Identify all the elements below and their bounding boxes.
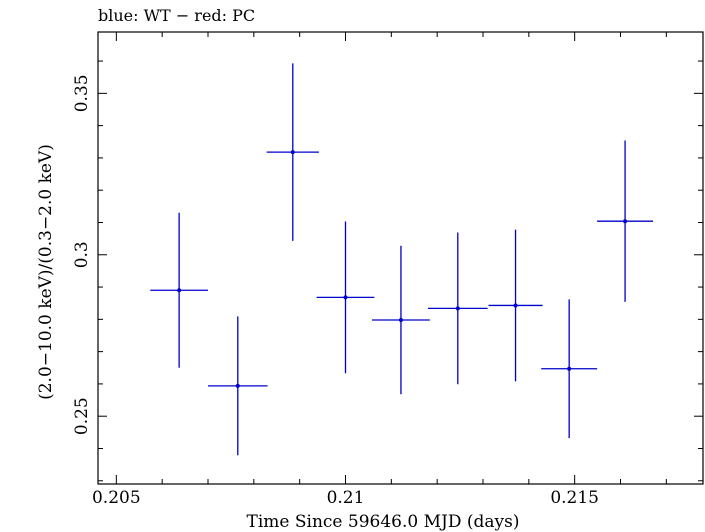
chart-title: blue: WT − red: PC xyxy=(98,6,256,25)
y-axis: 0.25 0.3 0.35 xyxy=(72,60,703,482)
data-point xyxy=(150,212,208,368)
data-point xyxy=(316,221,375,374)
y-tick-label: 0.25 xyxy=(72,397,92,435)
data-point xyxy=(597,140,654,302)
point-marker xyxy=(623,219,628,224)
point-marker xyxy=(513,303,518,308)
x-tick-label: 0.205 xyxy=(92,488,141,508)
point-marker xyxy=(177,288,182,293)
point-marker xyxy=(398,317,403,322)
y-tick-label: 0.3 xyxy=(72,241,92,268)
data-points xyxy=(150,63,654,456)
point-marker xyxy=(343,295,348,300)
data-point xyxy=(372,245,430,395)
point-marker xyxy=(455,306,460,311)
data-point xyxy=(428,232,488,385)
y-tick-label: 0.35 xyxy=(72,74,92,112)
data-point xyxy=(488,229,543,382)
x-axis: 0.205 0.21 0.215 xyxy=(92,32,667,508)
data-point xyxy=(208,316,268,456)
x-tick-label: 0.215 xyxy=(550,488,599,508)
y-axis-label: (2.0−10.0 keV)/(0.3−2.0 keV) xyxy=(36,144,56,400)
x-axis-label: Time Since 59646.0 MJD (days) xyxy=(247,512,520,532)
point-marker xyxy=(567,366,572,371)
x-tick-label: 0.21 xyxy=(327,488,365,508)
data-point xyxy=(266,63,319,241)
point-marker xyxy=(235,383,240,388)
point-marker xyxy=(290,150,295,155)
data-point xyxy=(541,299,598,439)
plot-frame xyxy=(97,31,704,485)
